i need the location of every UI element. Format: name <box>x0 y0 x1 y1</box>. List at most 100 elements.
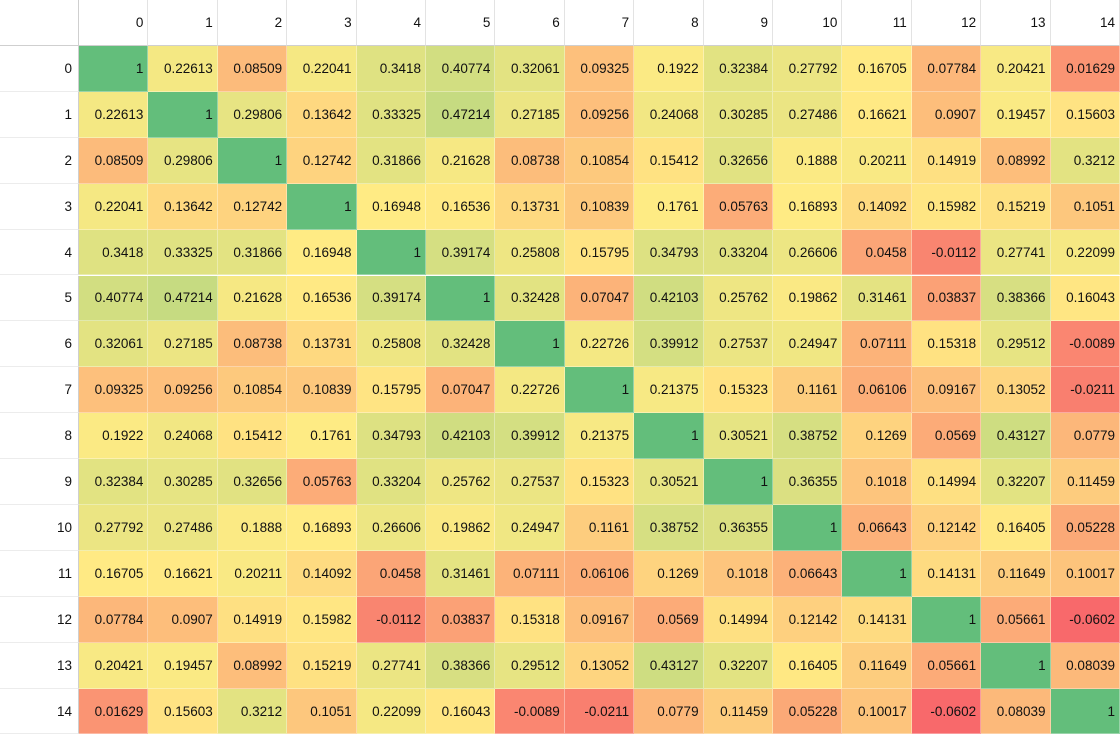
heatmap-cell-1-4[interactable]: 0.33325 <box>356 91 426 138</box>
heatmap-cell-7-2[interactable]: 0.10854 <box>217 367 288 414</box>
heatmap-cell-1-10[interactable]: 0.27486 <box>773 91 843 138</box>
heatmap-cell-12-7[interactable]: 0.09167 <box>564 596 635 643</box>
heatmap-cell-6-13[interactable]: 0.29512 <box>981 321 1051 368</box>
heatmap-cell-2-12[interactable]: 0.14919 <box>911 137 982 184</box>
heatmap-cell-0-12[interactable]: 0.07784 <box>911 46 982 92</box>
heatmap-cell-11-6[interactable]: 0.07111 <box>495 550 565 597</box>
heatmap-cell-4-8[interactable]: 0.34793 <box>634 229 704 276</box>
heatmap-cell-12-0[interactable]: 0.07784 <box>79 596 149 643</box>
heatmap-cell-6-3[interactable]: 0.13731 <box>287 321 357 368</box>
row-header-8[interactable]: 8 <box>0 413 79 460</box>
heatmap-cell-2-8[interactable]: 0.15412 <box>634 137 704 184</box>
heatmap-cell-12-10[interactable]: 0.12142 <box>773 596 843 643</box>
heatmap-cell-5-10[interactable]: 0.19862 <box>773 275 843 322</box>
heatmap-cell-7-5[interactable]: 0.07047 <box>426 367 496 414</box>
column-header-7[interactable]: 7 <box>564 0 635 46</box>
heatmap-cell-7-14[interactable]: -0.0211 <box>1050 367 1120 414</box>
heatmap-cell-13-14[interactable]: 0.08039 <box>1050 642 1120 689</box>
row-header-2[interactable]: 2 <box>0 137 79 184</box>
heatmap-cell-0-3[interactable]: 0.22041 <box>287 46 357 92</box>
heatmap-cell-3-9[interactable]: 0.05763 <box>703 183 773 230</box>
heatmap-cell-2-13[interactable]: 0.08992 <box>981 137 1051 184</box>
heatmap-cell-12-11[interactable]: 0.14131 <box>842 596 912 643</box>
heatmap-cell-14-7[interactable]: -0.0211 <box>564 688 635 734</box>
row-header-14[interactable]: 14 <box>0 688 79 734</box>
heatmap-cell-5-3[interactable]: 0.16536 <box>287 275 357 322</box>
heatmap-cell-3-3[interactable]: 1 <box>287 183 357 230</box>
heatmap-cell-7-3[interactable]: 0.10839 <box>287 367 357 414</box>
heatmap-cell-8-12[interactable]: 0.0569 <box>911 413 982 460</box>
heatmap-cell-6-11[interactable]: 0.07111 <box>842 321 912 368</box>
heatmap-cell-11-12[interactable]: 0.14131 <box>911 550 982 597</box>
column-header-2[interactable]: 2 <box>217 0 288 46</box>
heatmap-cell-9-9[interactable]: 1 <box>703 459 773 505</box>
heatmap-cell-6-7[interactable]: 0.22726 <box>564 321 635 368</box>
heatmap-cell-14-0[interactable]: 0.01629 <box>79 688 149 734</box>
heatmap-cell-11-3[interactable]: 0.14092 <box>287 550 357 597</box>
heatmap-cell-5-13[interactable]: 0.38366 <box>981 275 1051 322</box>
heatmap-cell-9-11[interactable]: 0.1018 <box>842 459 912 505</box>
heatmap-cell-14-12[interactable]: -0.0602 <box>911 688 982 734</box>
heatmap-cell-7-12[interactable]: 0.09167 <box>911 367 982 414</box>
heatmap-cell-12-2[interactable]: 0.14919 <box>217 596 288 643</box>
heatmap-cell-3-4[interactable]: 0.16948 <box>356 183 426 230</box>
heatmap-cell-14-1[interactable]: 0.15603 <box>148 688 218 734</box>
heatmap-cell-1-1[interactable]: 1 <box>148 91 218 138</box>
heatmap-cell-2-14[interactable]: 0.3212 <box>1050 137 1120 184</box>
heatmap-cell-5-7[interactable]: 0.07047 <box>564 275 635 322</box>
heatmap-cell-3-14[interactable]: 0.1051 <box>1050 183 1120 230</box>
heatmap-cell-14-10[interactable]: 0.05228 <box>773 688 843 734</box>
heatmap-cell-12-5[interactable]: 0.03837 <box>426 596 496 643</box>
heatmap-cell-13-9[interactable]: 0.32207 <box>703 642 773 689</box>
heatmap-cell-9-7[interactable]: 0.15323 <box>564 459 635 505</box>
heatmap-cell-2-6[interactable]: 0.08738 <box>495 137 565 184</box>
heatmap-cell-13-4[interactable]: 0.27741 <box>356 642 426 689</box>
heatmap-cell-8-8[interactable]: 1 <box>634 413 704 460</box>
heatmap-cell-14-5[interactable]: 0.16043 <box>426 688 496 734</box>
row-header-7[interactable]: 7 <box>0 367 79 414</box>
heatmap-cell-7-1[interactable]: 0.09256 <box>148 367 218 414</box>
heatmap-cell-13-2[interactable]: 0.08992 <box>217 642 288 689</box>
heatmap-cell-8-13[interactable]: 0.43127 <box>981 413 1051 460</box>
heatmap-cell-9-0[interactable]: 0.32384 <box>79 459 149 505</box>
heatmap-cell-10-7[interactable]: 0.1161 <box>564 505 635 551</box>
column-header-3[interactable]: 3 <box>287 0 357 46</box>
heatmap-cell-10-1[interactable]: 0.27486 <box>148 505 218 551</box>
row-header-6[interactable]: 6 <box>0 321 79 368</box>
heatmap-cell-10-6[interactable]: 0.24947 <box>495 505 565 551</box>
heatmap-cell-6-5[interactable]: 0.32428 <box>426 321 496 368</box>
heatmap-cell-8-11[interactable]: 0.1269 <box>842 413 912 460</box>
heatmap-cell-2-1[interactable]: 0.29806 <box>148 137 218 184</box>
heatmap-cell-7-7[interactable]: 1 <box>564 367 635 414</box>
heatmap-cell-9-3[interactable]: 0.05763 <box>287 459 357 505</box>
heatmap-cell-4-7[interactable]: 0.15795 <box>564 229 635 276</box>
heatmap-cell-9-5[interactable]: 0.25762 <box>426 459 496 505</box>
heatmap-cell-14-8[interactable]: 0.0779 <box>634 688 704 734</box>
row-header-4[interactable]: 4 <box>0 229 79 276</box>
heatmap-cell-2-0[interactable]: 0.08509 <box>79 137 149 184</box>
heatmap-cell-8-9[interactable]: 0.30521 <box>703 413 773 460</box>
heatmap-cell-7-13[interactable]: 0.13052 <box>981 367 1051 414</box>
heatmap-cell-0-4[interactable]: 0.3418 <box>356 46 426 92</box>
heatmap-cell-14-14[interactable]: 1 <box>1050 688 1120 734</box>
heatmap-cell-4-2[interactable]: 0.31866 <box>217 229 288 276</box>
heatmap-cell-2-3[interactable]: 0.12742 <box>287 137 357 184</box>
column-header-8[interactable]: 8 <box>634 0 704 46</box>
heatmap-cell-1-6[interactable]: 0.27185 <box>495 91 565 138</box>
heatmap-cell-14-9[interactable]: 0.11459 <box>703 688 773 734</box>
heatmap-cell-9-13[interactable]: 0.32207 <box>981 459 1051 505</box>
heatmap-cell-13-3[interactable]: 0.15219 <box>287 642 357 689</box>
heatmap-cell-14-6[interactable]: -0.0089 <box>495 688 565 734</box>
heatmap-cell-14-13[interactable]: 0.08039 <box>981 688 1051 734</box>
heatmap-cell-9-12[interactable]: 0.14994 <box>911 459 982 505</box>
heatmap-cell-7-6[interactable]: 0.22726 <box>495 367 565 414</box>
heatmap-cell-0-5[interactable]: 0.40774 <box>426 46 496 92</box>
heatmap-cell-13-1[interactable]: 0.19457 <box>148 642 218 689</box>
heatmap-cell-8-0[interactable]: 0.1922 <box>79 413 149 460</box>
heatmap-cell-2-5[interactable]: 0.21628 <box>426 137 496 184</box>
column-header-13[interactable]: 13 <box>981 0 1051 46</box>
heatmap-cell-7-9[interactable]: 0.15323 <box>703 367 773 414</box>
heatmap-cell-9-2[interactable]: 0.32656 <box>217 459 288 505</box>
column-header-14[interactable]: 14 <box>1050 0 1120 46</box>
heatmap-cell-11-5[interactable]: 0.31461 <box>426 550 496 597</box>
